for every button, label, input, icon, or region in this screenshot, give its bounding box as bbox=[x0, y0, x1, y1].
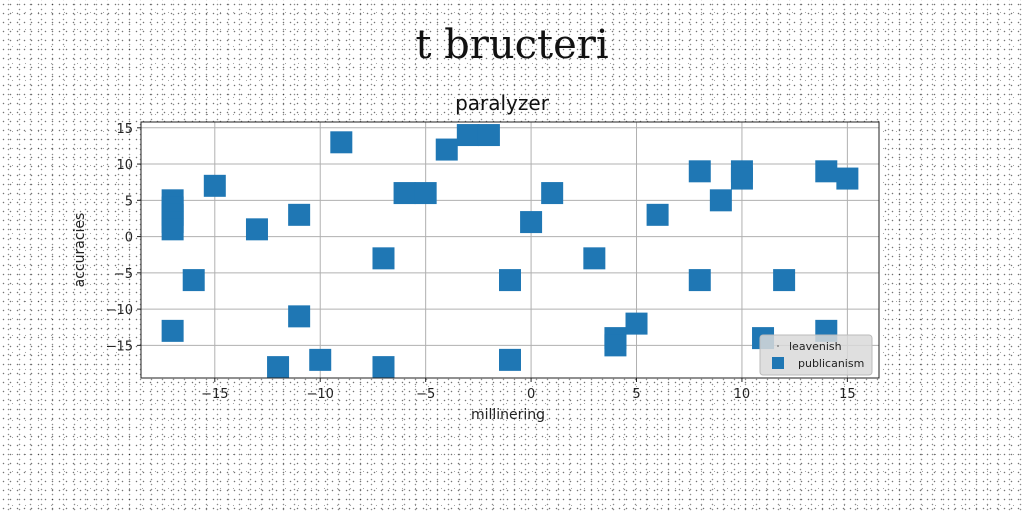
data-point bbox=[625, 312, 648, 335]
y-axis-label: accuracies bbox=[72, 213, 88, 288]
legend: leavenish publicanism bbox=[759, 334, 873, 376]
x-axis-label: millinering bbox=[471, 407, 545, 423]
axis-ticks: −15 −10 −5 0 5 10 15 −15 −10 −5 0 5 10 15 bbox=[106, 122, 856, 402]
x-tick-label: −15 bbox=[201, 387, 228, 402]
data-point bbox=[646, 203, 669, 226]
data-point bbox=[414, 182, 437, 205]
data-point bbox=[330, 131, 353, 154]
data-point bbox=[688, 269, 711, 292]
x-tick-label: −5 bbox=[416, 387, 435, 402]
data-point bbox=[182, 269, 205, 292]
data-point bbox=[245, 218, 268, 241]
data-point bbox=[709, 189, 732, 212]
data-point bbox=[288, 305, 311, 328]
data-point bbox=[161, 319, 184, 342]
x-tick-label: −10 bbox=[307, 387, 334, 402]
figure-title: t bructeri bbox=[415, 22, 609, 68]
data-point bbox=[520, 211, 543, 234]
data-point bbox=[309, 348, 332, 371]
data-points bbox=[161, 124, 859, 379]
data-point bbox=[688, 160, 711, 183]
x-tick-label: 10 bbox=[734, 387, 751, 402]
data-point bbox=[836, 167, 859, 190]
data-point bbox=[730, 167, 753, 190]
x-tick-label: 5 bbox=[632, 387, 640, 402]
legend-box bbox=[759, 334, 873, 376]
data-point bbox=[288, 203, 311, 226]
y-tick-label: −5 bbox=[114, 267, 133, 282]
data-point bbox=[541, 182, 564, 205]
y-tick-label: 15 bbox=[116, 122, 133, 137]
data-point bbox=[477, 124, 500, 147]
legend-marker-leavenish bbox=[777, 345, 779, 347]
data-point bbox=[161, 218, 184, 241]
legend-marker-publicanism bbox=[772, 357, 784, 369]
data-point bbox=[393, 182, 416, 205]
data-point bbox=[372, 356, 395, 379]
y-tick-label: 0 bbox=[125, 231, 133, 246]
legend-label-leavenish: leavenish bbox=[789, 340, 842, 353]
data-point bbox=[372, 247, 395, 270]
y-tick-label: 5 bbox=[125, 194, 133, 209]
x-tick-label: 0 bbox=[527, 387, 535, 402]
data-point bbox=[203, 174, 226, 197]
legend-label-publicanism: publicanism bbox=[798, 357, 864, 370]
data-point bbox=[499, 348, 521, 371]
data-point bbox=[604, 334, 627, 357]
data-point bbox=[583, 247, 606, 270]
data-point bbox=[499, 269, 521, 292]
plot-frame bbox=[140, 121, 880, 379]
y-tick-label: −15 bbox=[106, 339, 133, 354]
x-tick-label: 15 bbox=[839, 387, 856, 402]
data-point bbox=[773, 269, 796, 292]
y-tick-label: 10 bbox=[116, 158, 133, 173]
data-point bbox=[435, 138, 458, 161]
data-point bbox=[456, 124, 479, 147]
data-point bbox=[815, 160, 838, 183]
data-point bbox=[267, 356, 290, 379]
y-tick-label: −10 bbox=[106, 303, 133, 318]
chart-title: paralyzer bbox=[455, 91, 550, 115]
